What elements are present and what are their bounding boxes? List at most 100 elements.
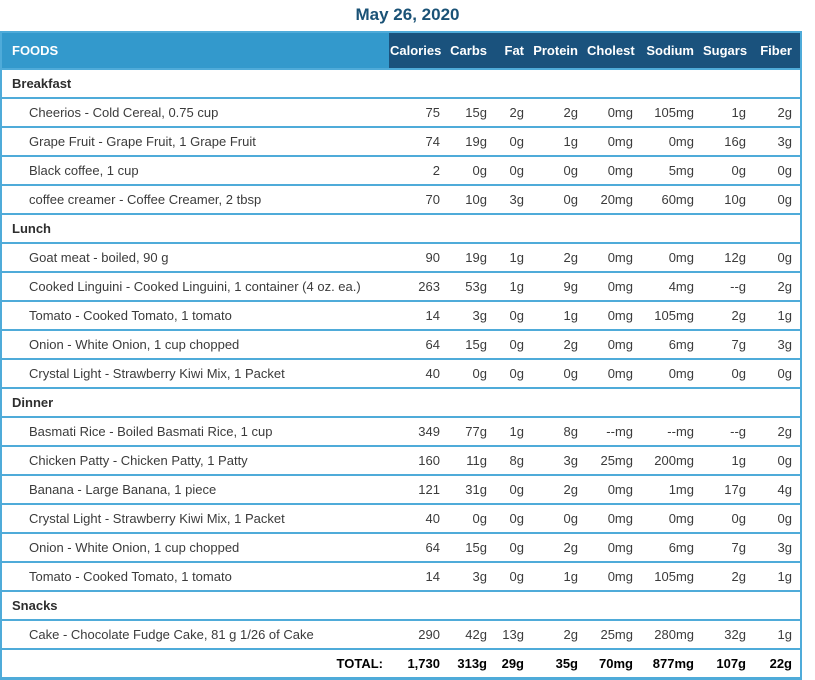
food-sugars: 0g [702, 504, 754, 534]
total-fat: 29g [495, 649, 532, 680]
food-carbs: 42g [448, 620, 495, 650]
food-cholest: 0mg [586, 301, 641, 331]
section-row-dinner: Dinner [1, 388, 801, 418]
food-fiber: 2g [754, 98, 801, 128]
column-header-cholest: Cholest [586, 32, 641, 70]
food-calories: 121 [389, 475, 448, 505]
food-carbs: 10g [448, 185, 495, 215]
food-calories: 2 [389, 156, 448, 186]
food-carbs: 3g [448, 562, 495, 592]
column-header-fiber: Fiber [754, 32, 801, 70]
food-fiber: 0g [754, 359, 801, 389]
food-sugars: 7g [702, 330, 754, 360]
total-cholest: 70mg [586, 649, 641, 680]
food-fat: 0g [495, 127, 532, 157]
total-sugars: 107g [702, 649, 754, 680]
food-protein: 2g [532, 330, 586, 360]
food-fat: 1g [495, 417, 532, 447]
food-cholest: 0mg [586, 156, 641, 186]
food-protein: 1g [532, 301, 586, 331]
food-calories: 64 [389, 533, 448, 563]
food-cholest: 0mg [586, 359, 641, 389]
food-sugars: 16g [702, 127, 754, 157]
food-sugars: --g [702, 272, 754, 302]
food-cholest: 25mg [586, 446, 641, 476]
food-protein: 0g [532, 156, 586, 186]
section-name: Lunch [1, 214, 801, 244]
food-row: Chicken Patty - Chicken Patty, 1 Patty 16… [1, 446, 801, 476]
food-name: coffee creamer - Coffee Creamer, 2 tbsp [1, 185, 389, 215]
food-protein: 0g [532, 504, 586, 534]
food-fiber: 0g [754, 243, 801, 273]
food-calories: 160 [389, 446, 448, 476]
food-carbs: 15g [448, 330, 495, 360]
food-fat: 2g [495, 98, 532, 128]
food-row: Cake - Chocolate Fudge Cake, 81 g 1/26 o… [1, 620, 801, 650]
food-cholest: 0mg [586, 475, 641, 505]
food-cholest: 25mg [586, 620, 641, 650]
food-protein: 2g [532, 533, 586, 563]
food-fat: 8g [495, 446, 532, 476]
food-sugars: 10g [702, 185, 754, 215]
column-header-carbs: Carbs [448, 32, 495, 70]
food-sodium: 280mg [641, 620, 702, 650]
food-fat: 1g [495, 243, 532, 273]
food-fiber: 1g [754, 301, 801, 331]
total-sodium: 877mg [641, 649, 702, 680]
food-cholest: 0mg [586, 330, 641, 360]
food-carbs: 0g [448, 156, 495, 186]
food-row: Cheerios - Cold Cereal, 0.75 cup 75 15g 2g 2… [1, 98, 801, 128]
food-calories: 14 [389, 562, 448, 592]
food-fat: 1g [495, 272, 532, 302]
food-sodium: 200mg [641, 446, 702, 476]
food-row: Goat meat - boiled, 90 g 90 19g 1g 2g 0mg 0mg 1… [1, 243, 801, 273]
total-fiber: 22g [754, 649, 801, 680]
food-fat: 0g [495, 475, 532, 505]
food-sodium: 105mg [641, 562, 702, 592]
section-name: Snacks [1, 591, 801, 621]
food-name: Crystal Light - Strawberry Kiwi Mix, 1 P… [1, 504, 389, 534]
food-sugars: 17g [702, 475, 754, 505]
food-fat: 0g [495, 533, 532, 563]
total-protein: 35g [532, 649, 586, 680]
food-row: Black coffee, 1 cup 2 0g 0g 0g 0mg 5mg 0g 0g [1, 156, 801, 186]
food-row: Cooked Linguini - Cooked Linguini, 1 con… [1, 272, 801, 302]
food-sugars: 2g [702, 301, 754, 331]
food-carbs: 77g [448, 417, 495, 447]
food-calories: 75 [389, 98, 448, 128]
column-header-fat: Fat [495, 32, 532, 70]
food-protein: 3g [532, 446, 586, 476]
food-calories: 70 [389, 185, 448, 215]
food-carbs: 19g [448, 243, 495, 273]
food-fat: 0g [495, 301, 532, 331]
section-row-snacks: Snacks [1, 591, 801, 621]
total-row: TOTAL: 1,730 313g 29g 35g 70mg 877mg 107g 22g [1, 649, 801, 680]
food-sodium: 0mg [641, 359, 702, 389]
food-calories: 349 [389, 417, 448, 447]
food-calories: 263 [389, 272, 448, 302]
food-fiber: 3g [754, 127, 801, 157]
food-cholest: 0mg [586, 127, 641, 157]
food-fat: 0g [495, 562, 532, 592]
food-fiber: 0g [754, 504, 801, 534]
column-header-sugars: Sugars [702, 32, 754, 70]
food-carbs: 11g [448, 446, 495, 476]
section-row-lunch: Lunch [1, 214, 801, 244]
food-cholest: 20mg [586, 185, 641, 215]
food-row: Tomato - Cooked Tomato, 1 tomato 14 3g 0g 1g… [1, 562, 801, 592]
food-name: Chicken Patty - Chicken Patty, 1 Patty [1, 446, 389, 476]
food-sodium: 60mg [641, 185, 702, 215]
food-protein: 1g [532, 562, 586, 592]
food-name: Onion - White Onion, 1 cup chopped [1, 330, 389, 360]
food-sugars: 0g [702, 156, 754, 186]
food-row: Crystal Light - Strawberry Kiwi Mix, 1 P… [1, 504, 801, 534]
food-carbs: 0g [448, 504, 495, 534]
food-fat: 3g [495, 185, 532, 215]
food-sodium: 6mg [641, 533, 702, 563]
food-sodium: 0mg [641, 504, 702, 534]
food-row: Grape Fruit - Grape Fruit, 1 Grape Fruit… [1, 127, 801, 157]
food-protein: 0g [532, 185, 586, 215]
food-protein: 0g [532, 359, 586, 389]
food-name: Cooked Linguini - Cooked Linguini, 1 con… [1, 272, 389, 302]
